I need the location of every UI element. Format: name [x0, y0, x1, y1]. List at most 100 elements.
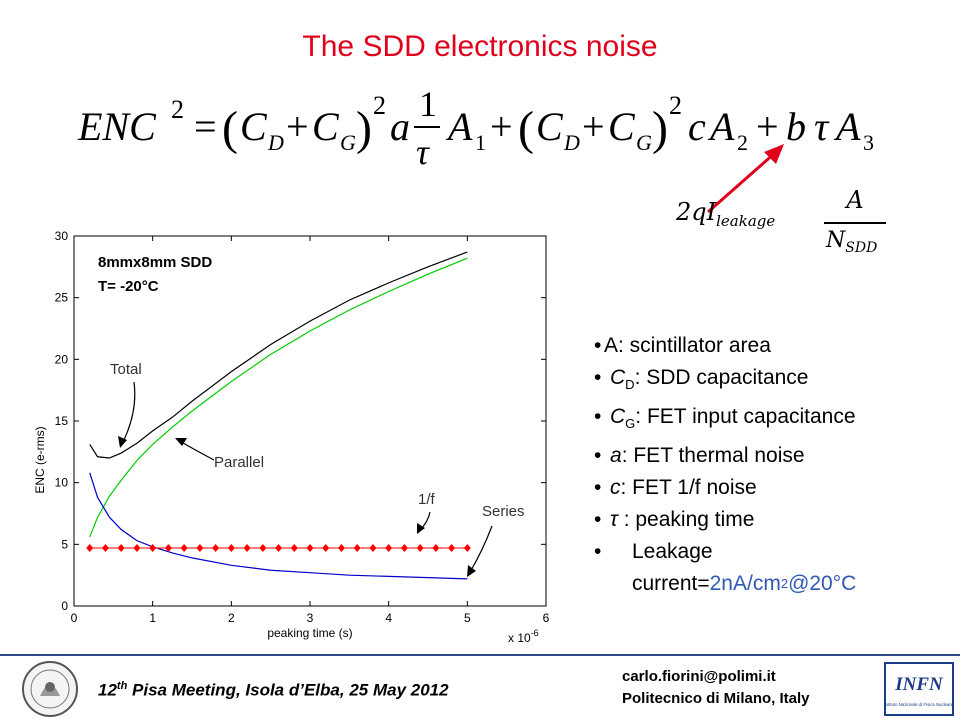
infn-logo-subtext: Istituto Nazionale di Fisica Nucleare [885, 702, 954, 707]
y-tick-label: 15 [55, 414, 69, 428]
svg-text:τ: τ [814, 104, 830, 149]
series-marker [86, 544, 94, 553]
svg-text:A: A [707, 104, 735, 149]
series-marker [369, 544, 377, 553]
svg-text:+: + [582, 104, 605, 149]
y-tick-label: 5 [61, 537, 68, 551]
svg-text:A: A [833, 104, 861, 149]
leakage-denominator-sub: SDD [845, 240, 878, 256]
x-tick-label: 0 [71, 611, 78, 625]
infn-logo-text: INFN [894, 674, 944, 695]
y-tick-label: 10 [55, 476, 69, 490]
annotation-parallel: Parallel [214, 454, 264, 471]
series-marker [337, 544, 345, 553]
svg-text:ENC: ENC [77, 104, 157, 149]
bullet-area: • A: scintillator area [594, 334, 771, 357]
svg-text:C: C [608, 104, 636, 149]
bullet-cd: • CD: SDD capacitance [594, 366, 809, 393]
series-marker [290, 544, 298, 553]
meeting-info: 12th Pisa Meeting, Isola d’Elba, 25 May … [98, 680, 449, 700]
annotation-total-arrowhead [118, 436, 127, 448]
x-tick-label: 2 [228, 611, 235, 625]
infn-logo: INFN Istituto Nazionale di Fisica Nuclea… [884, 662, 954, 716]
contact-affiliation: Politecnico di Milano, Italy [622, 690, 810, 707]
series-marker [385, 544, 393, 553]
x-tick-label: 6 [543, 611, 550, 625]
info-line-1: 8mmx8mm SDD [98, 254, 212, 271]
svg-text:(: ( [222, 102, 238, 155]
series-marker [463, 544, 471, 553]
series-line-1 [89, 257, 468, 538]
leakage-arrow [707, 144, 784, 214]
svg-text:): ) [356, 102, 372, 155]
series-marker [149, 544, 157, 553]
svg-text:=: = [194, 104, 217, 149]
svg-text:3: 3 [863, 130, 874, 155]
svg-text:2: 2 [373, 91, 386, 120]
bullet-c: • c: FET 1/f noise [594, 476, 757, 500]
series-marker [196, 544, 204, 553]
svg-text:G: G [340, 130, 356, 155]
svg-text:1: 1 [419, 84, 437, 124]
series-marker [133, 544, 141, 553]
annotation-total-arrow [121, 381, 136, 445]
annotation-series: Series [482, 503, 525, 520]
y-tick-label: 25 [55, 291, 69, 305]
polimi-seal-logo [22, 661, 78, 717]
svg-text:1: 1 [475, 130, 486, 155]
annotation-1f-arrowhead [417, 523, 425, 534]
svg-text:2: 2 [669, 91, 682, 120]
xlabel: peaking time (s) [267, 626, 352, 640]
series-marker [117, 544, 125, 553]
svg-text:C: C [240, 104, 268, 149]
svg-text:c: c [688, 104, 706, 149]
y-tick-label: 0 [61, 599, 68, 613]
series-marker [227, 544, 235, 553]
svg-text:G: G [636, 130, 652, 155]
series-marker [400, 544, 408, 553]
svg-text:(: ( [518, 102, 534, 155]
leakage-numerator: A [846, 186, 864, 214]
leakage-denominator: N [826, 228, 846, 253]
svg-text:+: + [756, 104, 779, 149]
x-tick-label: 4 [385, 611, 392, 625]
fraction-bar [824, 222, 886, 224]
svg-text:2: 2 [171, 95, 184, 124]
y-tick-label: 20 [55, 352, 69, 366]
svg-text:D: D [267, 130, 284, 155]
slide-title: The SDD electronics noise [302, 30, 658, 63]
series-marker [416, 544, 424, 553]
series-marker [322, 544, 330, 553]
x-multiplier: x 10-6 [508, 628, 539, 642]
svg-text:C: C [312, 104, 340, 149]
series-line-0 [89, 251, 468, 459]
bullet-leakage: • Leakage [594, 540, 713, 564]
svg-text:2: 2 [737, 130, 748, 155]
series-marker [164, 544, 172, 553]
enc-chart: 0 1 2 3 4 5 6 0 5 10 15 20 25 30 8mmx8mm SDD T= -20°C… [33, 229, 550, 642]
svg-text:+: + [286, 104, 309, 149]
svg-text:+: + [490, 104, 513, 149]
contact-info: carlo.fiorini@polimi.it Politecnico di M… [622, 666, 810, 710]
leakage-formula: 2qIleakage A NSDD [668, 184, 898, 264]
series-marker [448, 544, 456, 553]
parameter-list: • A: scintillator area • CD: SDD capacitan… [594, 330, 954, 600]
bullet-leakage-value: current= 2nA/cm 2 @20°C [632, 572, 857, 596]
annotation-series-arrowhead [467, 565, 476, 577]
svg-text:A: A [445, 104, 473, 149]
info-line-2: T= -20°C [98, 278, 159, 295]
svg-text:b: b [786, 104, 806, 149]
x-tick-label: 3 [307, 611, 314, 625]
contact-email: carlo.fiorini@polimi.it [622, 668, 776, 685]
bullet-a: • a: FET thermal noise [594, 444, 805, 468]
annotation-parallel-arrowhead [175, 438, 187, 446]
series-marker [275, 544, 283, 553]
bullet-tau: • τ : peaking time [594, 508, 755, 532]
ylabel: ENC (e-rms) [33, 426, 47, 493]
series-line-2 [89, 472, 468, 580]
y-tick-label: 30 [55, 229, 69, 243]
bullet-cg: • CG: FET input capacitance [594, 405, 856, 432]
series-marker [306, 544, 314, 553]
svg-text:a: a [390, 104, 410, 149]
